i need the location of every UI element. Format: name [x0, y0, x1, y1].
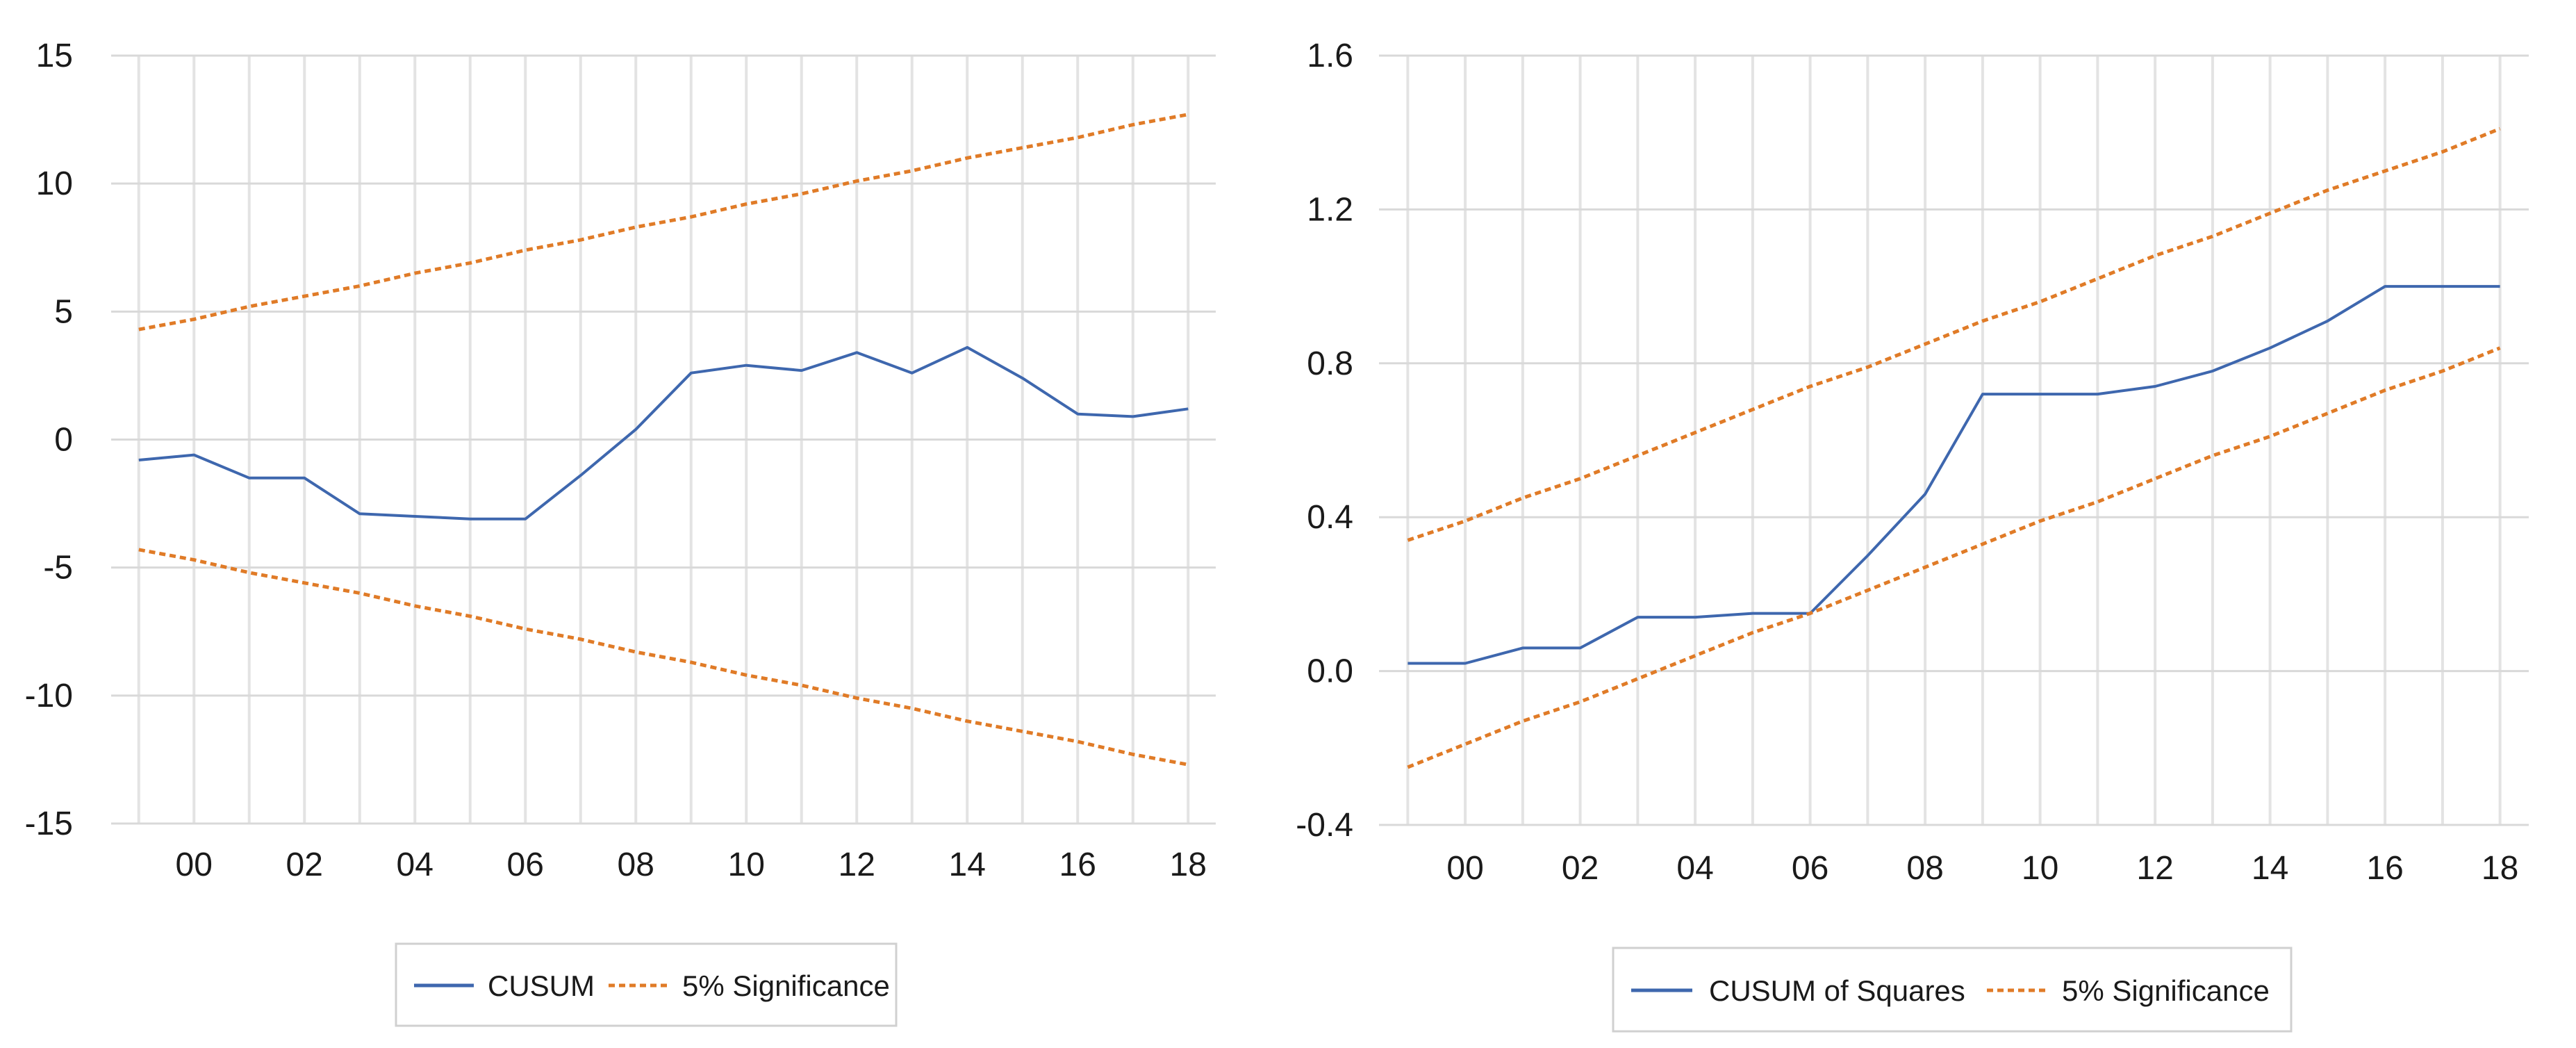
cusumsq-x-tick-label: 08 — [1906, 850, 1943, 887]
cusumsq-x-tick-label: 12 — [2136, 850, 2173, 887]
cusumsq-series-line-2 — [1407, 346, 2501, 769]
cusumsq-legend-box — [1612, 947, 2293, 1033]
cusumsq-y-axis: 1.6 1.2 0.8 0.4 0.0 -0.4 — [1296, 38, 1353, 844]
cusum-legend-label-cusum: CUSUM — [488, 969, 595, 1002]
cusum-series-line-2 — [138, 548, 1189, 767]
cusumsq-series-line-1 — [1407, 126, 2501, 542]
cusum-y-tick-label: 5 — [54, 293, 73, 330]
cusumsq-x-axis: 00 02 04 06 08 10 12 14 16 18 — [1446, 850, 2518, 887]
cusum-legend-label-significance: 5% Significance — [682, 969, 890, 1002]
cusumsq-chart: 1.6 1.2 0.8 0.4 0.0 -0.4 00 02 04 06 08 10 12 14 16 18… — [1296, 38, 2529, 1033]
cusumsq-y-tick-label: 1.6 — [1307, 38, 1353, 74]
cusum-y-tick-label: 10 — [36, 165, 73, 202]
cusumsq-x-tick-label: 00 — [1446, 850, 1483, 887]
cusum-x-tick-label: 12 — [839, 846, 875, 883]
cusum-x-tick-label: 08 — [618, 846, 654, 883]
cusum-y-tick-label: 0 — [54, 422, 73, 459]
cusum-x-tick-label: 14 — [949, 846, 986, 883]
cusum-x-axis: 00 02 04 06 08 10 12 14 16 18 — [176, 846, 1207, 883]
cusum-x-tick-label: 02 — [286, 846, 323, 883]
cusumsq-y-tick-label: 1.2 — [1307, 191, 1353, 228]
cusum-y-tick-label: -5 — [43, 550, 73, 587]
cusumsq-x-tick-label: 02 — [1562, 850, 1599, 887]
cusumsq-legend-label-significance: 5% Significance — [2062, 974, 2270, 1007]
cusum-x-tick-label: 00 — [176, 846, 213, 883]
cusum-y-tick-label: 15 — [36, 38, 73, 74]
cusum-legend: CUSUM 5% Significance — [395, 942, 898, 1027]
cusumsq-x-tick-label: 14 — [2252, 850, 2288, 887]
cusumsq-legend-label-cusumsq: CUSUM of Squares — [1709, 974, 1965, 1007]
cusumsq-x-tick-label: 04 — [1676, 850, 1713, 887]
cusum-series-line-0 — [138, 345, 1189, 521]
cusum-chart: 15 10 5 0 -5 -10 -15 00 02 04 06 08 10 12 14 16 18 CUSU… — [25, 38, 1216, 1027]
cusum-series-line-1 — [138, 113, 1189, 331]
cusumsq-grid — [1379, 54, 2529, 826]
cusumsq-x-tick-label: 10 — [2022, 850, 2058, 887]
cusumsq-y-tick-label: 0.4 — [1307, 499, 1353, 536]
cusumsq-series — [1407, 126, 2501, 769]
cusum-series — [138, 113, 1189, 767]
cusumsq-y-tick-label: -0.4 — [1296, 807, 1353, 844]
cusum-grid — [111, 54, 1216, 825]
cusum-x-tick-label: 16 — [1059, 846, 1096, 883]
cusumsq-legend: CUSUM of Squares 5% Significance — [1612, 947, 2293, 1033]
cusumsq-series-line-0 — [1407, 285, 2500, 665]
cusumsq-x-tick-label: 16 — [2366, 850, 2403, 887]
cusum-y-tick-label: -10 — [25, 678, 73, 714]
cusumsq-x-tick-label: 18 — [2482, 850, 2518, 887]
cusum-x-tick-label: 04 — [397, 846, 434, 883]
cusum-x-tick-label: 06 — [507, 846, 544, 883]
cusum-y-tick-label: -15 — [25, 805, 73, 842]
cusumsq-y-tick-label: 0.8 — [1307, 345, 1353, 382]
cusumsq-y-tick-label: 0.0 — [1307, 653, 1353, 690]
cusum-y-axis: 15 10 5 0 -5 -10 -15 — [25, 38, 73, 842]
cusum-x-tick-label: 10 — [728, 846, 765, 883]
cusumsq-x-tick-label: 06 — [1792, 850, 1828, 887]
cusum-x-tick-label: 18 — [1170, 846, 1207, 883]
